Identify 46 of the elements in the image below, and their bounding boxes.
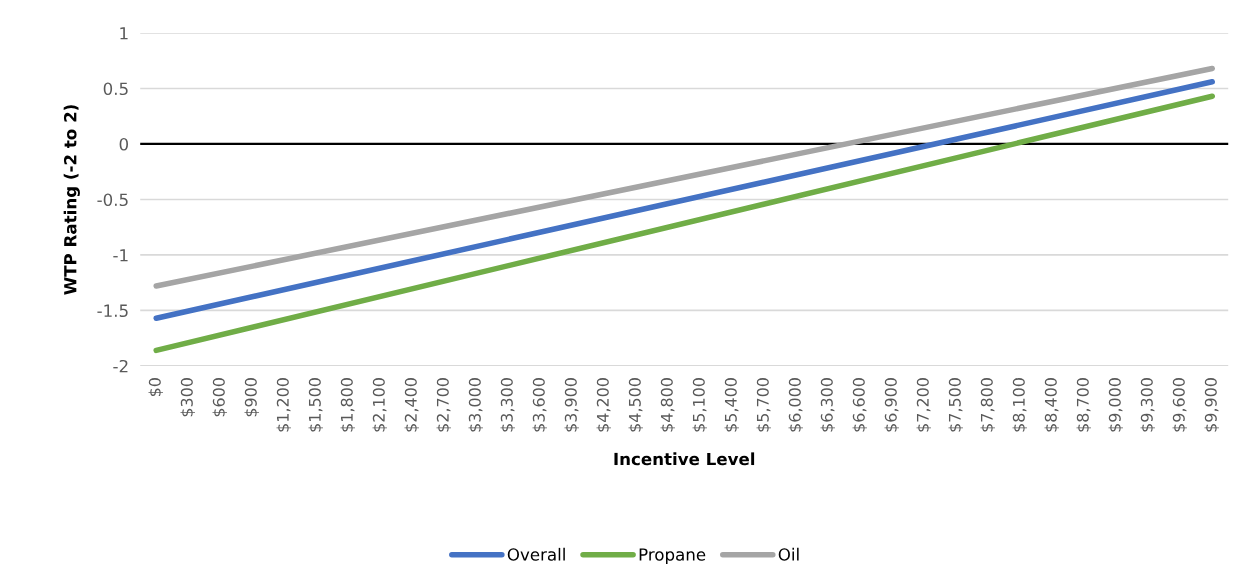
x-tick-label: $6,300 — [820, 378, 835, 432]
y-tick-label: -1.5 — [97, 304, 128, 318]
x-tick-label: $6,600 — [852, 378, 867, 432]
x-tick-label: $8,700 — [1076, 378, 1091, 432]
x-tick-label: $3,900 — [564, 378, 579, 432]
x-tick-label: $2,400 — [404, 378, 419, 432]
x-tick-label: $3,000 — [468, 378, 483, 432]
x-tick-label: $7,500 — [948, 378, 963, 432]
y-tick-label: 1 — [120, 27, 128, 40]
x-tick-label: $300 — [180, 378, 195, 417]
x-tick-label: $600 — [212, 378, 227, 417]
x-tick-label: $900 — [244, 378, 259, 417]
y-tick-label: 0 — [119, 137, 129, 151]
x-tick-label: $2,100 — [372, 378, 387, 432]
x-axis-title: Incentive Level — [614, 452, 755, 466]
x-tick-label: $9,600 — [1172, 378, 1187, 432]
y-tick-label: 0.5 — [103, 82, 128, 96]
legend-label: Propane — [639, 548, 706, 564]
y-tick-label: -1 — [113, 249, 128, 262]
x-tick-label: $9,900 — [1204, 378, 1219, 432]
x-tick-label: $1,200 — [276, 378, 291, 432]
x-tick-label: $9,000 — [1108, 378, 1123, 432]
x-tick-label: $2,700 — [436, 378, 451, 432]
x-tick-label: $8,400 — [1044, 378, 1059, 432]
x-tick-label: $4,800 — [660, 378, 675, 432]
legend-label: Overall — [507, 547, 565, 561]
x-tick-label: $3,600 — [532, 378, 547, 432]
x-tick-label: $6,900 — [884, 378, 899, 432]
x-tick-label: $9,300 — [1140, 378, 1155, 432]
x-tick-label: $0 — [148, 378, 163, 397]
x-tick-label: $1,500 — [308, 378, 323, 432]
x-tick-label: $8,100 — [1012, 378, 1027, 432]
x-tick-label: $5,400 — [724, 378, 739, 432]
x-tick-label: $6,000 — [788, 378, 803, 432]
x-tick-label: $5,100 — [692, 378, 707, 432]
x-tick-label: $7,800 — [980, 378, 995, 432]
legend-label: Oil — [778, 547, 799, 561]
x-tick-label: $4,200 — [596, 378, 611, 432]
x-tick-label: $3,300 — [500, 378, 515, 432]
x-tick-label: $1,800 — [340, 378, 355, 432]
y-axis-title: WTP Rating (-2 to 2) — [63, 105, 80, 295]
x-tick-label: $4,500 — [628, 378, 643, 432]
y-tick-label: -0.5 — [97, 193, 128, 207]
x-tick-label: $5,700 — [756, 378, 771, 432]
y-tick-label: -2 — [113, 359, 128, 373]
x-tick-label: $7,200 — [916, 378, 931, 432]
